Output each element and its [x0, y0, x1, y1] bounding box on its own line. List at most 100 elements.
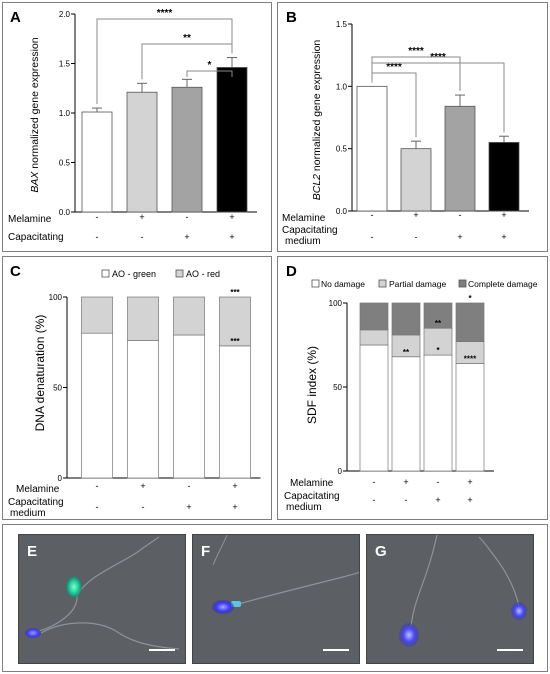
panel-b-medium-label: medium — [285, 236, 321, 247]
panel-d-capacitating-symbol: - — [405, 495, 408, 505]
panel-b-bar — [444, 105, 476, 212]
micrograph-g: G — [366, 534, 534, 664]
panel-a-bar — [216, 67, 248, 213]
panel-a-melamine-symbol: - — [186, 212, 189, 222]
panel-d-melamine-symbol: + — [403, 477, 408, 487]
panel-c-y-tick-label: 100 — [49, 293, 63, 302]
panel-letter-e: E — [27, 543, 38, 560]
panel-c-ylabel: DNA denaturation (%) — [33, 315, 47, 432]
panel-a-y-tick-label: 1.5 — [59, 60, 71, 69]
panel-c-stacked-segment — [173, 296, 205, 336]
panel-a-y-tick-label: 1.0 — [59, 109, 71, 118]
panel-b-y-tick-label: 1.0 — [336, 82, 348, 91]
panel-d-frame — [277, 256, 548, 520]
legend-d-complete-label: Complete damage — [468, 279, 538, 289]
panel-a-significance-bracket — [96, 18, 233, 105]
panel-c-chart: 0 50 100 *** *** - - + - - + + + — [49, 288, 261, 512]
panel-d-stacked-segment — [455, 302, 485, 342]
panel-a-bar — [171, 86, 203, 213]
panel-d-y-tick-label: 100 — [329, 299, 343, 308]
panel-b-significance-bracket — [371, 62, 505, 133]
panel-c-capacitating-label: Capacitating — [8, 497, 64, 508]
panel-d-capacitating-symbol: + — [435, 495, 440, 505]
legend-c-green-label: AO - green — [112, 269, 156, 279]
panel-d-ylabel: SDF index (%) — [305, 346, 319, 424]
micrograph-e-scale-bar — [149, 649, 175, 651]
panel-a-ylabel-rest: normalized gene expression — [29, 37, 41, 171]
panel-d-annotation: * — [468, 294, 472, 303]
panel-c-stacked-segment — [173, 334, 205, 479]
panel-c-frame — [2, 256, 272, 520]
panel-d-melamine-label: Melamine — [290, 478, 334, 489]
panel-d-annotation: ** — [403, 348, 410, 357]
panel-a-capacitating-symbol: - — [141, 232, 144, 242]
panel-c-stacked-segment — [127, 296, 159, 341]
panel-letter-a: A — [10, 9, 21, 26]
panel-b-significance-label: **** — [430, 52, 446, 63]
panel-b-chart: 0.0 0.5 1.0 1.5 **** **** **** - - + - - + + + — [336, 20, 529, 242]
panel-a-melamine-label: Melamine — [8, 214, 52, 225]
panel-d-annotation: **** — [464, 354, 477, 363]
micrograph-e: E — [18, 534, 186, 664]
panel-c-stacked-segment — [81, 332, 113, 479]
panel-d-stacked-segment — [359, 329, 389, 346]
panel-c-stacked-segment — [81, 296, 113, 334]
panel-a-melamine-symbol: + — [139, 212, 144, 222]
panel-d-stacked-segment — [391, 302, 421, 336]
panel-d-annotation: ** — [435, 319, 442, 328]
panel-d-stacked-segment — [359, 302, 389, 331]
panel-letter-g: G — [375, 543, 387, 560]
panel-b-melamine-symbol: - — [371, 210, 374, 220]
legend-c-green-swatch — [101, 269, 110, 278]
panel-c-melamine-label: Melamine — [16, 484, 60, 495]
panel-b-bar — [400, 148, 432, 212]
panel-d-melamine-symbol: - — [373, 477, 376, 487]
panel-b-y-tick-label: 0.5 — [336, 145, 348, 154]
panel-a-melamine-symbol: - — [96, 212, 99, 222]
panel-b-y-tick-label: 1.5 — [336, 20, 348, 29]
panel-d-stacked-segment — [455, 363, 485, 472]
panel-b-ylabel-gene: BCL2 — [311, 174, 323, 200]
panel-c-medium-label: medium — [10, 508, 46, 519]
panel-b-melamine-symbol: + — [413, 210, 418, 220]
panel-b-capacitating-symbol: + — [457, 232, 462, 242]
panel-c-y-tick-label: 0 — [58, 474, 63, 483]
panel-b-bar — [488, 142, 520, 212]
panel-a-ylabel-gene: BAX — [29, 171, 41, 193]
panel-a-capacitating-symbol: - — [96, 232, 99, 242]
panel-b-melamine-label: Melamine — [282, 213, 326, 224]
panel-d-y-tick-label: 0 — [338, 467, 343, 476]
panel-d-stacked-segment — [423, 354, 453, 472]
panel-d-annotation: * — [436, 346, 440, 355]
panel-a-ylabel: BAX normalized gene expression — [29, 37, 41, 192]
panel-a-bar — [126, 91, 158, 213]
panel-a-capacitating-symbol: + — [229, 232, 234, 242]
panel-a-capacitating-symbol: + — [184, 232, 189, 242]
panel-d-y-tick-label: 50 — [333, 383, 342, 392]
panel-d-capacitating-symbol: - — [373, 495, 376, 505]
panel-c-melamine-symbol: - — [188, 481, 191, 491]
legend-d-partial-swatch — [378, 279, 387, 288]
panel-c-y-tick-label: 50 — [53, 384, 62, 393]
panel-b-ylabel: BCL2 normalized gene expression — [311, 40, 323, 201]
panel-d-stacked-segment — [423, 302, 453, 329]
panel-a-significance-bracket — [186, 70, 233, 77]
legend-d-complete-swatch — [458, 279, 467, 288]
legend-d-no-damage-label: No damage — [321, 279, 365, 289]
panel-a-y-tick-label: 2.0 — [59, 10, 71, 19]
panel-a-significance-label: ** — [183, 33, 191, 44]
panel-d-stacked-segment — [391, 356, 421, 472]
panel-c-stacked-segment — [219, 345, 251, 479]
micrograph-f-scale-bar — [323, 649, 349, 651]
panel-c-stacked-segment — [219, 296, 251, 347]
legend-c-red-label: AO - red — [186, 269, 220, 279]
panel-b-significance-label: **** — [408, 46, 424, 57]
panel-letter-b: B — [286, 9, 297, 26]
panel-b-melamine-symbol: + — [501, 210, 506, 220]
panel-d-medium-label: medium — [286, 502, 322, 513]
panel-c-capacitating-symbol: + — [232, 502, 237, 512]
panel-c-capacitating-symbol: + — [186, 502, 191, 512]
panel-a-significance-label: * — [208, 60, 212, 71]
panel-c-melamine-symbol: + — [140, 481, 145, 491]
